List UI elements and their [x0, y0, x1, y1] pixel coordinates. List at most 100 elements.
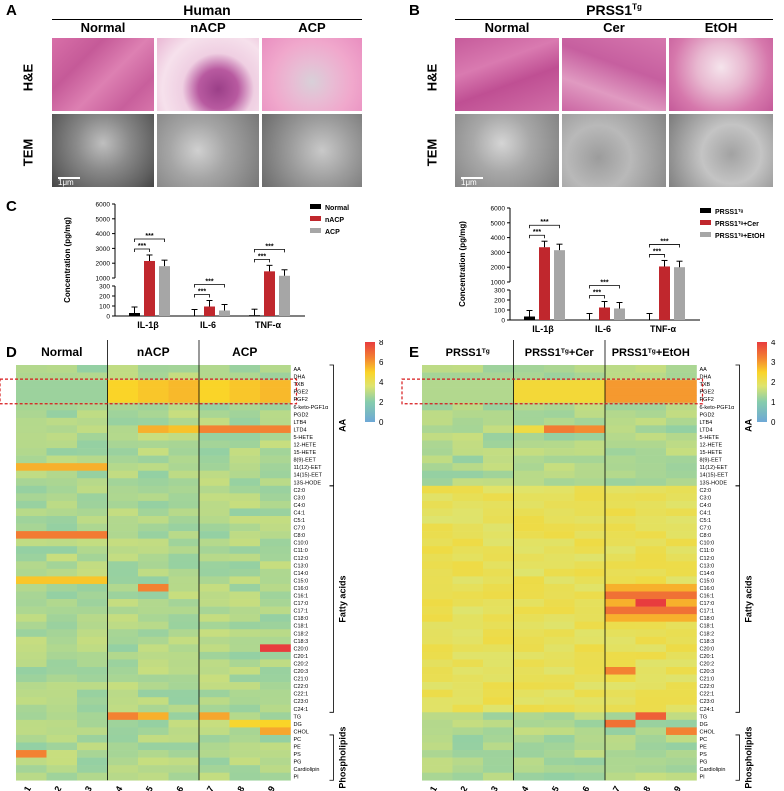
- heatmap-cell: [544, 538, 575, 547]
- heatmap-cell: [138, 463, 169, 471]
- heatmap-cell: [574, 478, 606, 487]
- column-label: sample 7: [594, 784, 622, 791]
- heatmap-cell: [574, 667, 606, 675]
- heatmap-cell: [16, 485, 47, 494]
- heatmap-cell: [138, 629, 169, 638]
- heatmap-cell: [635, 553, 667, 562]
- heatmap-cell: [544, 629, 575, 638]
- row-label: C5:1: [294, 518, 306, 524]
- heatmap-cell: [16, 591, 47, 600]
- heatmap-cell: [260, 463, 291, 471]
- heatmap-cell: [16, 734, 47, 743]
- heatmap-cell: [77, 682, 108, 690]
- heatmap-cell: [46, 440, 78, 449]
- heatmap-cell: [452, 425, 484, 434]
- heatmap-cell: [483, 614, 514, 622]
- row-label: LTB4: [700, 420, 713, 426]
- row-label: 11(12)-EET: [294, 465, 323, 471]
- heatmap-cell: [422, 508, 453, 517]
- heatmap-cell: [574, 508, 606, 517]
- heatmap-cell: [635, 470, 667, 479]
- heatmap-cell: [513, 606, 545, 615]
- heatmap-cell: [260, 651, 291, 660]
- heatmap-cell: [483, 538, 514, 547]
- heatmap-cell: [452, 674, 484, 683]
- heatmap-cell: [483, 402, 514, 411]
- heatmap-cell: [138, 568, 169, 577]
- heatmap-cell: [666, 772, 697, 781]
- heatmap-cell: [77, 508, 108, 517]
- heatmap-cell: [513, 448, 545, 456]
- heatmap-cell: [46, 417, 78, 426]
- legend-label: Normal: [325, 205, 349, 212]
- heatmap-cell: [138, 538, 169, 547]
- heatmap-cell: [544, 765, 575, 773]
- heatmap-cell: [483, 432, 514, 441]
- heatmap-cell: [260, 742, 291, 751]
- heatmap-cell: [16, 546, 47, 555]
- row-label: C17:0: [700, 601, 715, 607]
- heatmap-cell: [605, 455, 636, 464]
- heatmap-cell: [199, 470, 230, 479]
- heatmap-cell: [168, 440, 200, 449]
- heatmap-cell: [574, 432, 606, 441]
- heatmap-cell: [544, 531, 575, 539]
- heatmap-cell: [605, 667, 636, 675]
- heatmap-cell: [260, 614, 291, 622]
- heatmap-cell: [46, 531, 78, 539]
- heatmap-cell: [513, 591, 545, 600]
- row-label: 5-HETE: [700, 435, 720, 441]
- heatmap-cell: [422, 757, 453, 766]
- row-label: C17:1: [294, 609, 309, 615]
- heatmap-cell: [77, 591, 108, 600]
- heatmap-cell: [544, 719, 575, 728]
- heatmap-cell: [46, 682, 78, 690]
- colorbar-tick-label: 2: [379, 398, 384, 407]
- heatmap-cell: [635, 674, 667, 683]
- heatmap-cell: [46, 629, 78, 638]
- panel-b-col-normal: Normal: [484, 20, 530, 35]
- heatmap-cell: [544, 395, 575, 404]
- heatmap-cell: [199, 712, 230, 721]
- colorbar-tick-label: 1: [771, 398, 776, 407]
- heatmap-cell: [452, 682, 484, 690]
- bar: [554, 250, 565, 320]
- row-label: PGD2: [700, 412, 715, 418]
- row-label: C17:1: [700, 609, 715, 615]
- heatmap-cell: [138, 478, 169, 487]
- heatmap-cell: [46, 493, 78, 502]
- heatmap-cell: [635, 508, 667, 517]
- heatmap-cell: [199, 651, 230, 660]
- heatmap-cell: [168, 402, 200, 411]
- panel-d-letter: D: [6, 344, 17, 361]
- heatmap-cell: [168, 606, 200, 615]
- heatmap-cell: [422, 667, 453, 675]
- heatmap-cell: [544, 621, 575, 630]
- heatmap-cell: [260, 765, 291, 773]
- heatmap-cell: [16, 568, 47, 577]
- heatmap-cell: [544, 772, 575, 781]
- heatmap-cell: [605, 425, 636, 434]
- heatmap-cell: [77, 402, 108, 411]
- heatmap-cell: [199, 757, 230, 766]
- heatmap-cell: [16, 523, 47, 532]
- heatmap-cell: [605, 387, 636, 396]
- row-label: C20:3: [294, 669, 309, 675]
- heatmap-cell: [107, 493, 139, 502]
- panel-e-letter: E: [409, 344, 420, 361]
- heatmap-cell: [77, 757, 108, 766]
- heatmap-cell: [544, 380, 575, 388]
- heatmap-cell: [635, 432, 667, 441]
- heatmap-cell: [168, 583, 200, 592]
- heatmap-cell: [422, 674, 453, 683]
- heatmap-cell: [138, 636, 169, 645]
- heatmap-cell: [107, 395, 139, 404]
- x-tick-label: IL-6: [595, 324, 611, 334]
- heatmap-cell: [16, 553, 47, 562]
- panel-b-row-tem: TEM: [424, 138, 440, 167]
- heatmap-cell: [666, 682, 697, 690]
- heatmap-cell: [168, 576, 200, 585]
- heatmap-cell: [138, 500, 169, 509]
- heatmap-cell: [452, 531, 484, 539]
